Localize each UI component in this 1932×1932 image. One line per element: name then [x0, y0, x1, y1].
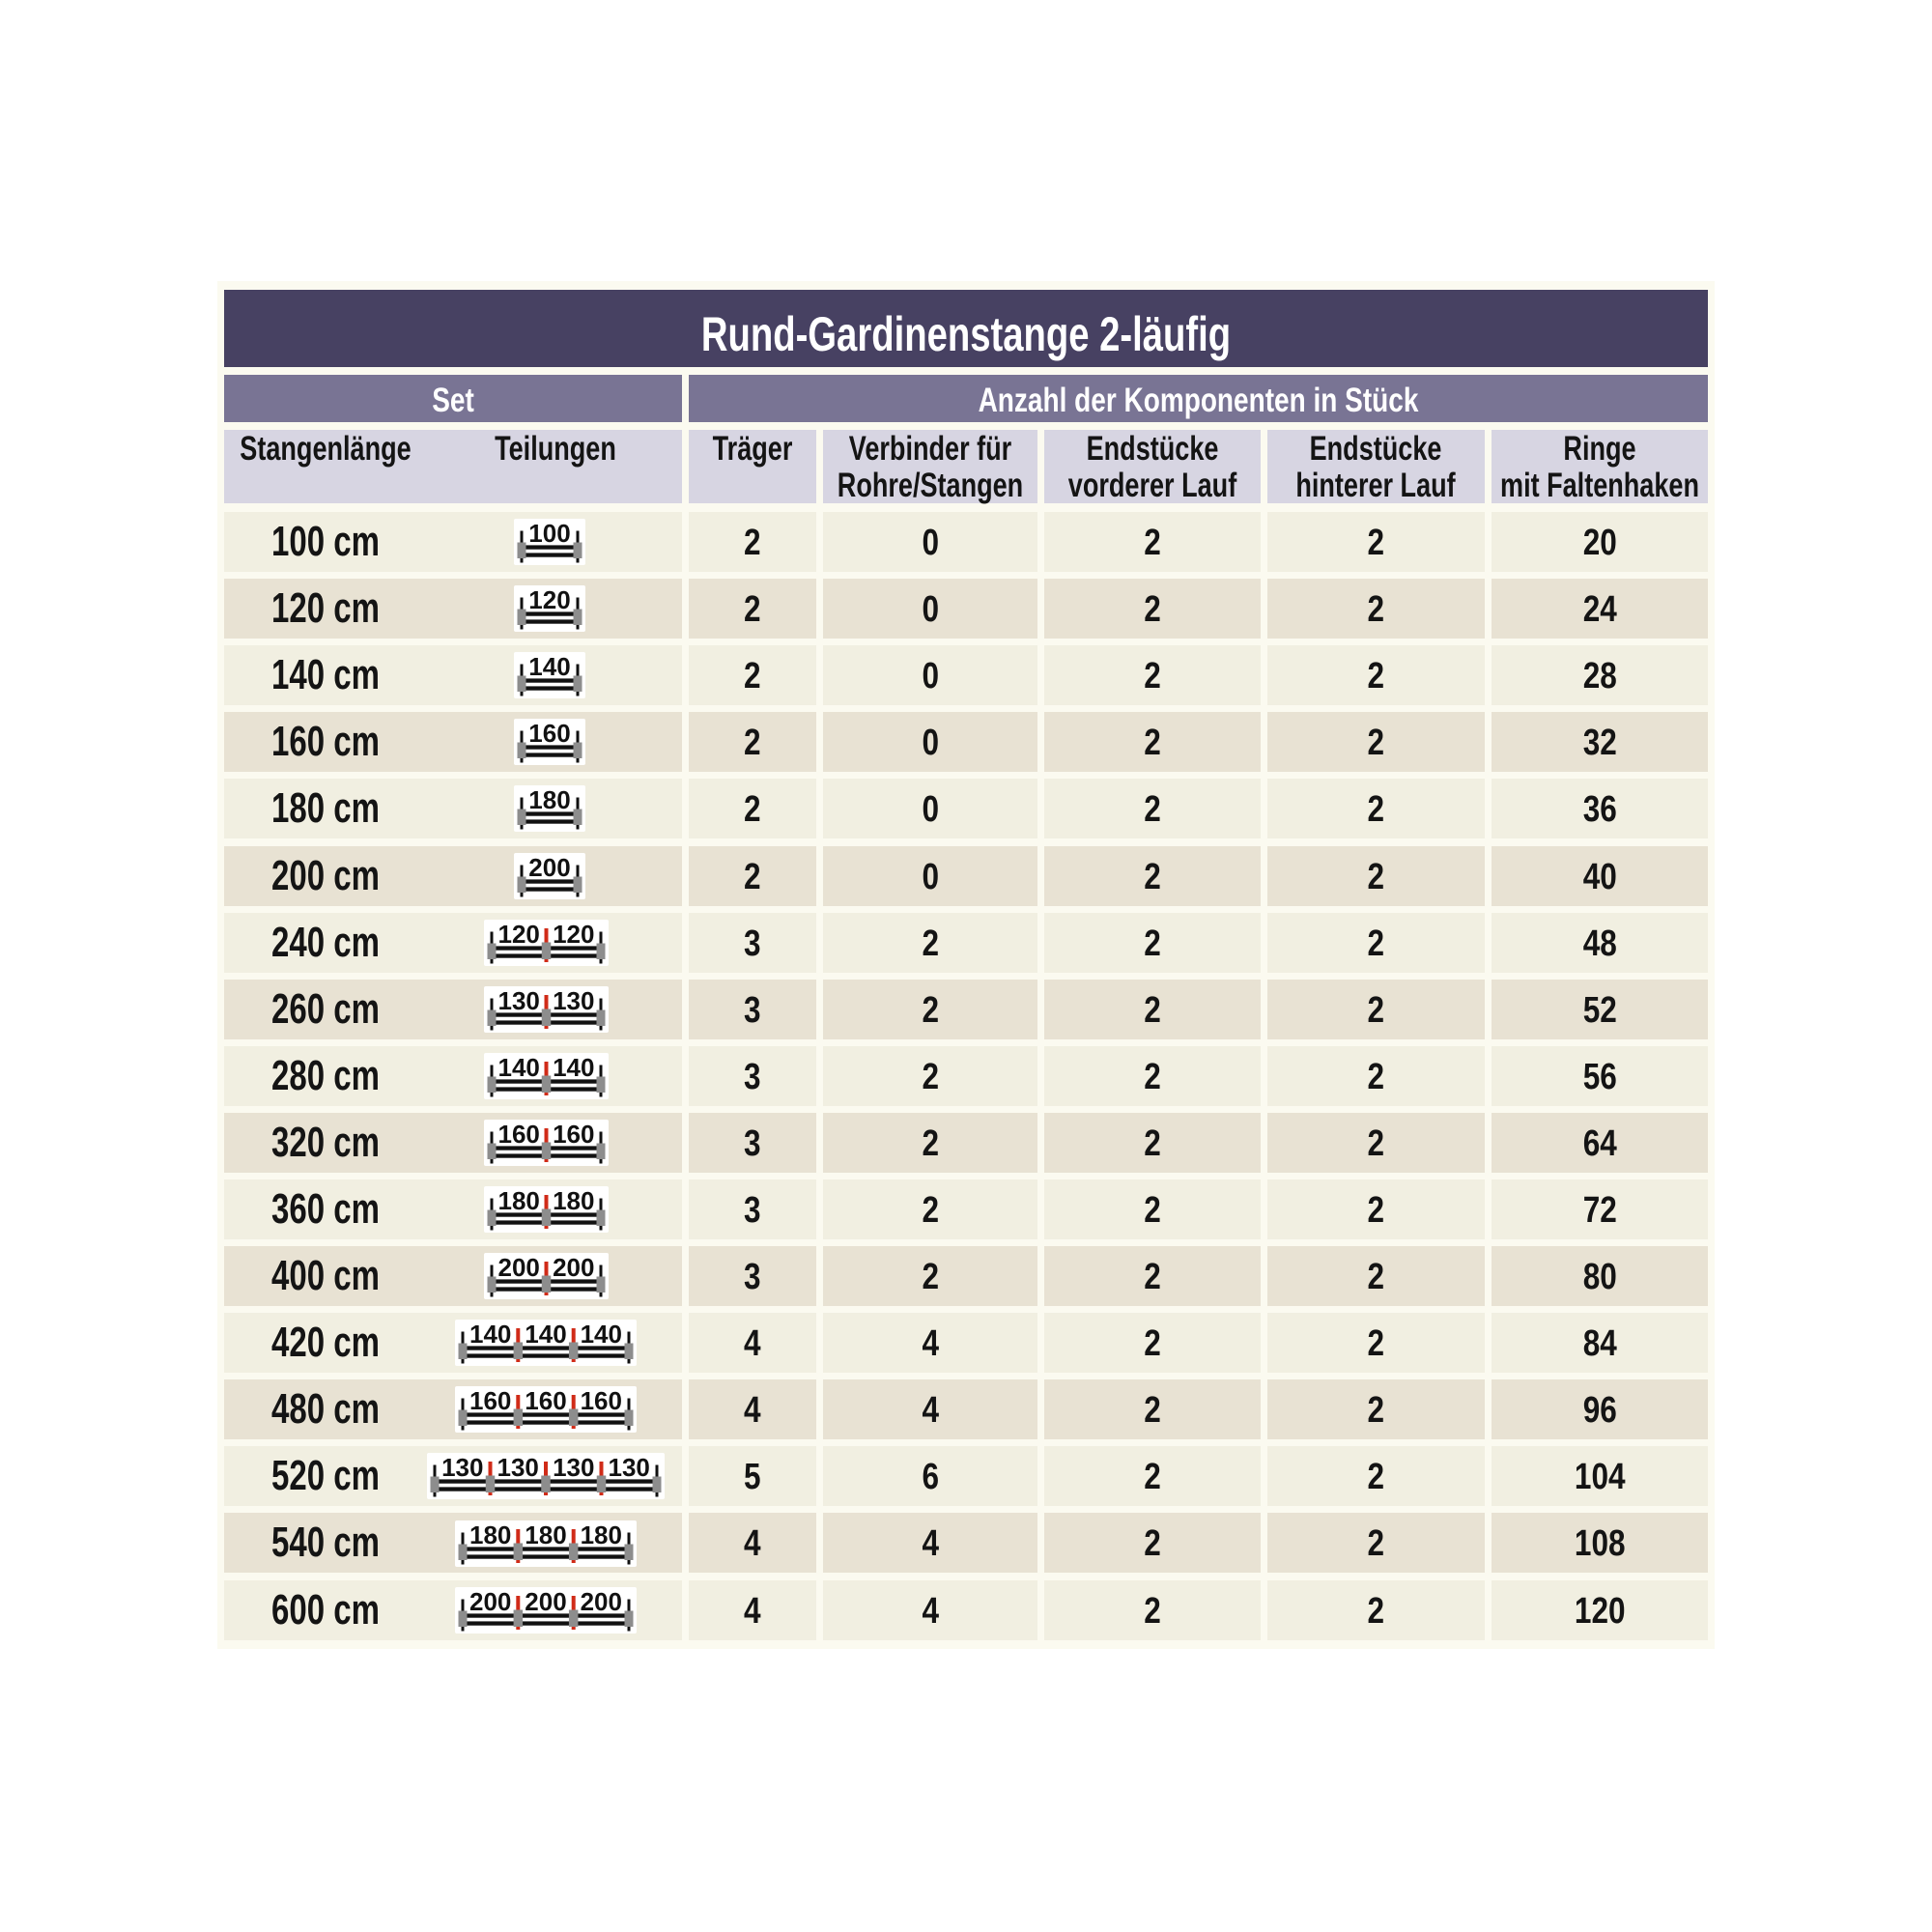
- svg-text:200: 200: [525, 1587, 566, 1616]
- svg-text:100: 100: [528, 519, 570, 548]
- svg-text:140: 140: [469, 1320, 511, 1349]
- svg-text:120: 120: [553, 920, 594, 949]
- svg-text:130: 130: [553, 986, 594, 1015]
- svg-text:140: 140: [528, 652, 570, 681]
- svg-text:200: 200: [469, 1587, 511, 1616]
- svg-text:200: 200: [528, 853, 570, 882]
- svg-text:120: 120: [528, 585, 570, 614]
- svg-text:130: 130: [497, 1453, 539, 1482]
- svg-text:160: 160: [497, 1120, 539, 1149]
- svg-text:160: 160: [525, 1386, 566, 1415]
- svg-text:200: 200: [553, 1253, 594, 1282]
- svg-text:130: 130: [497, 986, 539, 1015]
- svg-text:120: 120: [497, 920, 539, 949]
- svg-text:140: 140: [581, 1320, 622, 1349]
- svg-text:130: 130: [553, 1453, 594, 1482]
- svg-text:130: 130: [441, 1453, 483, 1482]
- svg-text:180: 180: [581, 1520, 622, 1549]
- svg-text:180: 180: [553, 1186, 594, 1215]
- svg-text:200: 200: [581, 1587, 622, 1616]
- svg-text:200: 200: [497, 1253, 539, 1282]
- svg-text:180: 180: [528, 785, 570, 814]
- svg-text:160: 160: [581, 1386, 622, 1415]
- svg-text:180: 180: [497, 1186, 539, 1215]
- svg-text:160: 160: [553, 1120, 594, 1149]
- svg-text:160: 160: [469, 1386, 511, 1415]
- svg-text:160: 160: [528, 719, 570, 748]
- svg-text:140: 140: [525, 1320, 566, 1349]
- svg-text:140: 140: [497, 1053, 539, 1082]
- svg-text:180: 180: [469, 1520, 511, 1549]
- svg-text:140: 140: [553, 1053, 594, 1082]
- svg-text:180: 180: [525, 1520, 566, 1549]
- svg-text:130: 130: [609, 1453, 650, 1482]
